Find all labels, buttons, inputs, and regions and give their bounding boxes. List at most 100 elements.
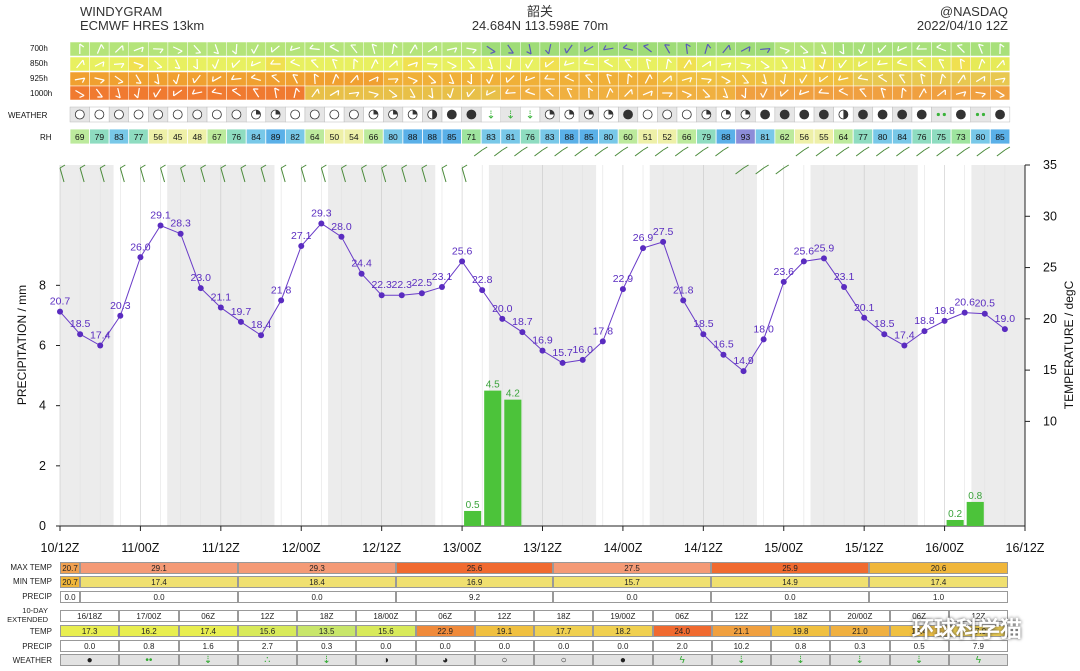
temperature-label: 28.3 <box>170 218 191 230</box>
cloud-quarter-icon <box>588 110 594 115</box>
wind-barb-flag <box>100 79 105 84</box>
wind-barb-shaft <box>368 76 379 82</box>
wind-barb-icon <box>153 48 164 54</box>
wind-barb-shaft <box>466 47 477 51</box>
wind-barb-icon <box>781 59 788 69</box>
temperature-label: 23.1 <box>432 271 453 283</box>
surface-wind-barb-flag <box>723 146 729 151</box>
clear-icon: ○ <box>534 654 594 666</box>
wind-barb-icon <box>467 74 472 85</box>
wind-barb-icon <box>172 74 180 85</box>
surface-wind-barb-icon <box>594 149 604 157</box>
temperature-point <box>318 220 325 227</box>
surface-wind-barb-flag <box>502 146 508 151</box>
max-temp-cell: 27.5 <box>553 562 711 574</box>
surface-wind-barb-icon <box>574 149 584 157</box>
wind-barb-shaft <box>293 87 297 99</box>
max-temp-cell: 20.6 <box>869 562 1008 574</box>
wind-barb-icon <box>270 45 280 53</box>
wind-barb-shaft <box>193 74 201 84</box>
windygram-chart: PRECIPITATION / mm TEMPERATURE / degC 10… <box>15 146 1076 555</box>
daily-precip-cell: 0.0 <box>80 591 238 603</box>
wind-barb-flag <box>609 88 614 93</box>
surface-wind-barb-flag <box>481 146 488 151</box>
temperature-point <box>841 284 848 291</box>
wind-barb-flag <box>725 80 731 85</box>
wind-barb-icon <box>153 88 162 98</box>
temperature-point <box>418 290 425 297</box>
wind-barb-shaft <box>332 74 337 84</box>
wind-barb-shaft <box>624 88 632 98</box>
wind-barb-icon <box>819 75 829 83</box>
wind-barb-icon <box>250 74 261 82</box>
wind-barb-flag <box>192 65 198 70</box>
wind-barb-icon <box>250 60 261 67</box>
precip-bar <box>484 390 502 526</box>
surface-wind-barb-flag <box>944 146 950 151</box>
surface-wind-barb-icon <box>795 149 805 157</box>
wind-barb-icon <box>975 75 986 83</box>
wind-barb-icon <box>447 61 457 70</box>
max-temp-cell: 25.9 <box>711 562 869 574</box>
wind-barb-icon <box>250 44 259 54</box>
surface-wind-barb-flag <box>140 164 146 169</box>
extended-time-cell: 06Z <box>652 610 712 622</box>
cloud-quarter-icon <box>725 110 731 115</box>
wind-barb-shaft <box>760 47 771 51</box>
cloud-cover-icon <box>349 109 359 120</box>
wind-barb-icon <box>371 43 378 54</box>
wind-barb-flag <box>941 73 947 79</box>
temperature-point <box>298 243 305 250</box>
wind-barb-icon <box>507 44 514 54</box>
drizzle-icon <box>936 112 940 117</box>
extended-precip-cell: 0.0 <box>474 640 534 652</box>
wind-barb-flag <box>505 88 509 94</box>
wind-barb-icon <box>485 90 496 96</box>
surface-wind-barb-icon <box>79 167 85 183</box>
wind-barb-icon <box>722 88 729 99</box>
wind-barb-shaft <box>996 59 1004 69</box>
wind-barb-icon <box>192 58 199 70</box>
temperature-label: 28.0 <box>331 221 352 233</box>
surface-wind-barb-icon <box>260 167 266 183</box>
wind-barb-shaft <box>391 43 395 55</box>
extended-time-cell: 06Z <box>889 610 949 622</box>
wind-barb-shaft <box>350 74 358 84</box>
wind-barb-flag <box>820 51 827 55</box>
wind-barb-flag <box>136 82 142 84</box>
wind-barb-shaft <box>995 77 1006 81</box>
rh-value: 54 <box>349 132 359 142</box>
wind-barb-icon <box>94 77 105 84</box>
surface-wind-barb-icon <box>956 149 965 157</box>
temperature-point <box>559 359 566 366</box>
wind-barb-shaft <box>113 63 124 65</box>
extended-time-cell: 12Z <box>237 610 297 622</box>
wind-barb-shaft <box>350 44 358 54</box>
surface-wind-barb-icon <box>473 149 483 157</box>
wind-barb-icon <box>74 77 86 83</box>
rh-value: 66 <box>682 132 692 142</box>
surface-wind-barb-icon <box>916 149 925 157</box>
wind-barb-flag <box>329 43 335 48</box>
wind-barb-flag <box>79 43 85 48</box>
wind-barb-flag <box>799 78 803 84</box>
wind-barb-icon <box>959 58 966 70</box>
surface-wind-barb-flag <box>884 146 890 151</box>
temperature-label: 20.7 <box>50 296 71 308</box>
extended-precip-cell: 1.6 <box>178 640 238 652</box>
wind-barb-icon <box>627 73 633 85</box>
wind-barb-shaft <box>486 45 496 53</box>
wind-label-850h: 850h <box>30 59 48 68</box>
wind-barb-shaft <box>447 61 457 67</box>
precip-tick-label: 2 <box>39 459 46 473</box>
cloud-cover-icon <box>231 109 242 120</box>
wind-barb-flag <box>766 48 771 54</box>
wind-barb-shaft <box>446 47 457 51</box>
rh-value: 67 <box>212 132 222 142</box>
extended-time-cell: 12Z <box>948 610 1008 622</box>
wind-barb-flag <box>414 44 418 50</box>
surface-wind-barb-flag <box>59 164 66 169</box>
wind-barb-icon <box>896 59 908 66</box>
wind-barb-flag <box>877 47 880 53</box>
cloud-quarter-icon <box>608 110 613 115</box>
